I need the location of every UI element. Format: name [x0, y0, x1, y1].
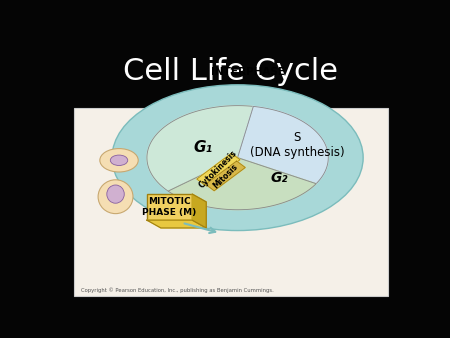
Text: Cell Life Cycle: Cell Life Cycle: [123, 57, 338, 86]
Text: S
(DNA synthesis): S (DNA synthesis): [250, 131, 344, 159]
Polygon shape: [197, 153, 240, 186]
Ellipse shape: [110, 155, 128, 166]
Text: Mitosis: Mitosis: [211, 162, 239, 190]
Ellipse shape: [112, 85, 363, 231]
Text: G₂: G₂: [271, 171, 288, 186]
Text: MITOTIC
PHASE (M): MITOTIC PHASE (M): [143, 197, 197, 217]
Polygon shape: [206, 161, 245, 191]
Text: INTERPHASE: INTERPHASE: [211, 67, 285, 77]
Text: Cytokinesis: Cytokinesis: [198, 149, 239, 190]
Polygon shape: [147, 220, 206, 228]
Polygon shape: [168, 158, 316, 210]
Polygon shape: [192, 194, 206, 228]
Polygon shape: [147, 106, 253, 191]
Polygon shape: [238, 106, 328, 184]
Ellipse shape: [100, 149, 138, 172]
Text: Copyright © Pearson Education, Inc., publishing as Benjamin Cummings.: Copyright © Pearson Education, Inc., pub…: [81, 288, 274, 293]
Ellipse shape: [98, 180, 133, 214]
Ellipse shape: [147, 106, 328, 210]
FancyBboxPatch shape: [147, 194, 192, 220]
Text: G₁: G₁: [193, 140, 212, 155]
FancyBboxPatch shape: [74, 108, 387, 296]
Ellipse shape: [107, 185, 124, 203]
